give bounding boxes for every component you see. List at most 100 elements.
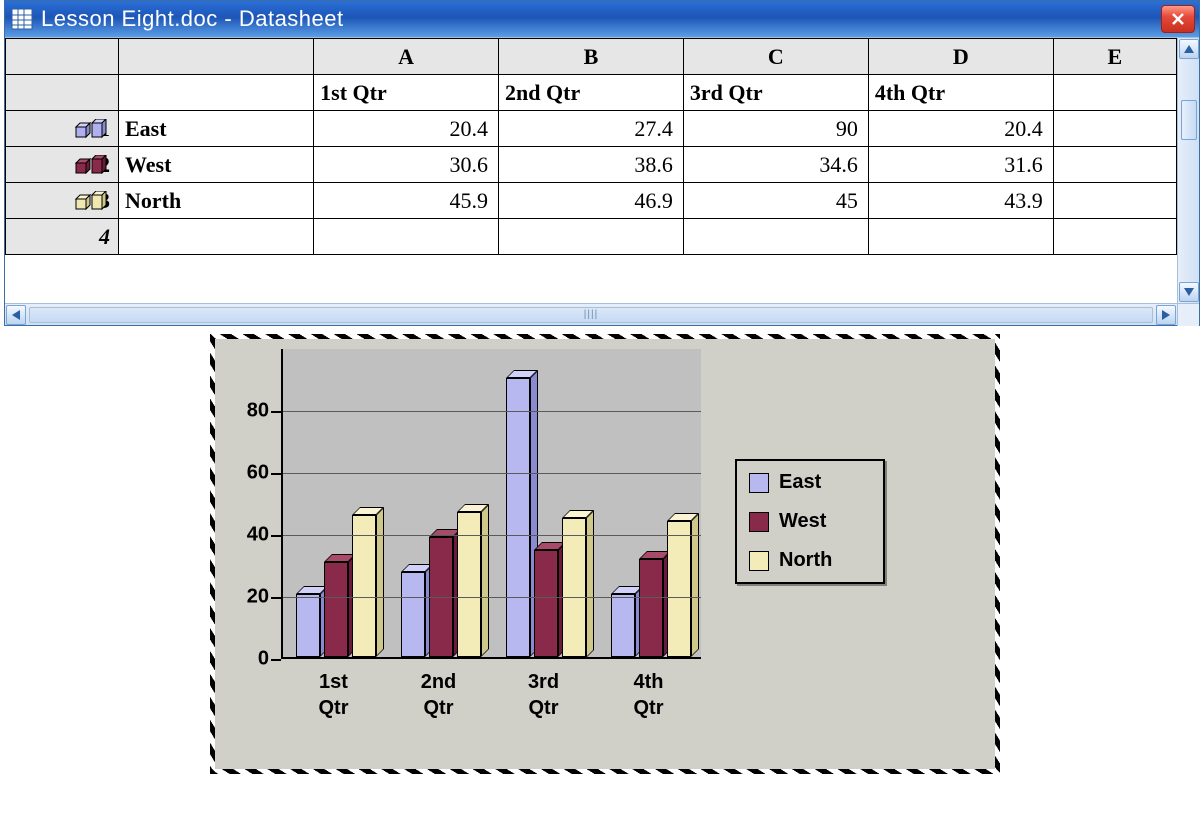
cell[interactable] [1053, 219, 1176, 255]
legend-item[interactable]: North [749, 549, 871, 572]
cell[interactable] [1053, 75, 1176, 111]
row-number: 4 [70, 224, 110, 250]
bar-face [457, 512, 481, 657]
cell[interactable]: West [118, 147, 313, 183]
bar-side [586, 510, 594, 658]
cell[interactable] [314, 219, 499, 255]
chevron-right-icon [1162, 310, 1170, 320]
cell[interactable] [868, 219, 1053, 255]
row-header[interactable]: 2 [6, 147, 119, 183]
table-row: 4 [6, 219, 1177, 255]
legend-label: East [779, 471, 821, 494]
cell[interactable]: 45.9 [314, 183, 499, 219]
bar [611, 594, 635, 657]
row-header[interactable]: 3 [6, 183, 119, 219]
cell[interactable]: East [118, 111, 313, 147]
legend-item[interactable]: West [749, 510, 871, 533]
cell[interactable]: 34.6 [683, 147, 868, 183]
col-header[interactable]: C [683, 39, 868, 75]
bar-side [376, 507, 384, 657]
cell[interactable]: 46.9 [499, 183, 684, 219]
cell[interactable] [499, 219, 684, 255]
bar-face [667, 521, 691, 657]
scroll-left-button[interactable] [6, 305, 26, 325]
chevron-down-icon [1184, 288, 1194, 296]
row-header[interactable]: 4 [6, 219, 119, 255]
scroll-down-button[interactable] [1179, 282, 1199, 302]
cell[interactable]: 1st Qtr [314, 75, 499, 111]
legend-swatch [749, 473, 769, 493]
cell[interactable] [1053, 183, 1176, 219]
gridline [283, 597, 701, 598]
bar-face [534, 550, 558, 657]
gridline [283, 473, 701, 474]
col-header[interactable]: A [314, 39, 499, 75]
col-header[interactable]: B [499, 39, 684, 75]
cell[interactable]: 90 [683, 111, 868, 147]
column-header-row: A B C D E [6, 39, 1177, 75]
scroll-corner [1177, 304, 1199, 326]
cell[interactable]: 4th Qtr [868, 75, 1053, 111]
cell[interactable]: 2nd Qtr [499, 75, 684, 111]
close-button[interactable] [1161, 5, 1195, 33]
cell[interactable]: 30.6 [314, 147, 499, 183]
cell[interactable] [118, 219, 313, 255]
cell[interactable] [1053, 147, 1176, 183]
y-tick [271, 659, 281, 661]
scroll-thumb[interactable] [1181, 100, 1197, 140]
bar [639, 559, 663, 657]
row-header-blank[interactable] [6, 75, 119, 111]
cell[interactable]: 27.4 [499, 111, 684, 147]
datasheet-grid: A B C D E 1st Qtr 2nd Qtr 3rd Qtr 4th Qt… [5, 37, 1199, 325]
y-tick-label: 80 [247, 400, 269, 423]
col-header[interactable]: E [1053, 39, 1176, 75]
cell[interactable]: North [118, 183, 313, 219]
x-tick-label: 4thQtr [596, 669, 701, 721]
scroll-right-button[interactable] [1156, 305, 1176, 325]
col-header[interactable]: D [868, 39, 1053, 75]
spreadsheet-table[interactable]: A B C D E 1st Qtr 2nd Qtr 3rd Qtr 4th Qt… [5, 38, 1177, 255]
horizontal-scrollbar[interactable]: |||| [5, 303, 1199, 325]
plot-area [281, 349, 701, 659]
bar-group [296, 515, 376, 657]
titlebar[interactable]: Lesson Eight.doc - Datasheet [5, 1, 1199, 37]
vertical-scrollbar[interactable] [1177, 38, 1199, 303]
chart-plot-column: 020406080 1stQtr2ndQtr3rdQtr4thQtr [231, 349, 701, 721]
chart-object[interactable]: 020406080 1stQtr2ndQtr3rdQtr4thQtr East W… [210, 334, 1000, 774]
corner-cell[interactable] [6, 39, 119, 75]
bar-face [639, 559, 663, 657]
legend-item[interactable]: East [749, 471, 871, 494]
cell[interactable]: 45 [683, 183, 868, 219]
scroll-grip-icon: |||| [584, 309, 598, 320]
name-header-cell[interactable] [118, 39, 313, 75]
row-header[interactable]: 1 [6, 111, 119, 147]
x-tick-label: 3rdQtr [491, 669, 596, 721]
cell[interactable]: 38.6 [499, 147, 684, 183]
scroll-track[interactable] [1181, 60, 1197, 281]
cell[interactable] [118, 75, 313, 111]
gridline [283, 411, 701, 412]
y-tick [271, 535, 281, 537]
cell[interactable]: 31.6 [868, 147, 1053, 183]
cell[interactable]: 43.9 [868, 183, 1053, 219]
scroll-up-button[interactable] [1179, 39, 1199, 59]
y-tick [271, 597, 281, 599]
bar-group [611, 521, 691, 657]
cell[interactable]: 20.4 [314, 111, 499, 147]
bar [534, 550, 558, 657]
scroll-track[interactable]: |||| [29, 307, 1153, 323]
cell[interactable] [1053, 111, 1176, 147]
chevron-up-icon [1184, 45, 1194, 53]
y-tick [271, 411, 281, 413]
x-tick-label: 2ndQtr [386, 669, 491, 721]
cell[interactable]: 3rd Qtr [683, 75, 868, 111]
chart-legend[interactable]: East West North [735, 459, 885, 584]
cell[interactable] [683, 219, 868, 255]
cell[interactable]: 20.4 [868, 111, 1053, 147]
bar [667, 521, 691, 657]
datasheet-icon [11, 8, 33, 30]
legend-label: West [779, 510, 826, 533]
bar [401, 572, 425, 657]
table-row: 1 East 20.4 27.4 90 20.4 [6, 111, 1177, 147]
window-title: Lesson Eight.doc - Datasheet [41, 6, 1161, 32]
